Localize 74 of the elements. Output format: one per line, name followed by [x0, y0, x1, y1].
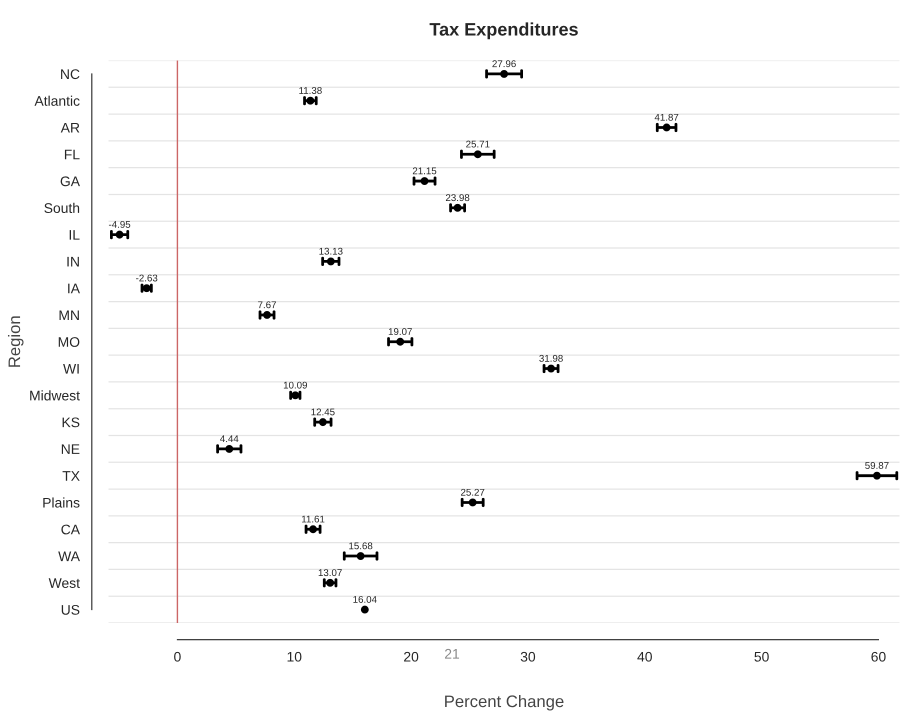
- point: [142, 284, 151, 292]
- data-label: 11.38: [299, 87, 322, 94]
- data-label: 4.44: [220, 435, 238, 442]
- y-tick-label: AR: [60, 122, 80, 133]
- y-tick-label: CA: [61, 524, 80, 534]
- point: [360, 606, 369, 614]
- y-tick-label: South: [44, 202, 80, 214]
- data-label: 27.96: [492, 60, 516, 68]
- point: [500, 70, 508, 78]
- y-tick-label: NC: [61, 69, 80, 80]
- y-tick-label: GA: [60, 176, 80, 186]
- point: [225, 444, 234, 453]
- y-tick-label: IA: [68, 284, 80, 294]
- point: [356, 552, 365, 560]
- point: [547, 364, 556, 372]
- point: [662, 124, 671, 132]
- data-label: 12.45: [311, 408, 335, 416]
- data-label: -4.95: [108, 220, 130, 228]
- y-axis-title: Region: [8, 316, 24, 367]
- point: [454, 204, 462, 212]
- chart-title: Tax Expenditures: [430, 22, 578, 40]
- point: [468, 498, 477, 506]
- point: [318, 418, 327, 426]
- x-tick-label: 50: [754, 652, 769, 662]
- point: [420, 177, 428, 186]
- y-tick-label: IL: [70, 230, 80, 240]
- y-tick-label: MN: [60, 310, 79, 320]
- point: [306, 96, 314, 105]
- y-tick-label: West: [48, 578, 80, 588]
- point: [326, 578, 334, 587]
- data-label: 19.07: [388, 328, 412, 336]
- x-tick-label: 60: [871, 652, 886, 662]
- y-tick-label: WA: [58, 552, 80, 562]
- data-label: 7.67: [258, 301, 276, 308]
- point: [263, 311, 271, 319]
- data-label: 41.87: [654, 114, 678, 121]
- data-label: 11.61: [302, 516, 324, 523]
- y-tick-label: NE: [62, 444, 80, 454]
- x-tick-label: 40: [637, 652, 652, 662]
- data-label: 31.98: [539, 354, 563, 362]
- y-tick-label: TX: [62, 471, 80, 481]
- point: [872, 472, 881, 480]
- x-tick-label: 30: [520, 652, 536, 662]
- data-label: 21.15: [412, 167, 436, 174]
- data-label: 10.09: [284, 382, 308, 389]
- text: 21: [444, 648, 460, 659]
- y-tick-label: US: [62, 604, 80, 615]
- y-tick-label: FL: [64, 150, 80, 160]
- y-tick-label: WI: [63, 364, 79, 374]
- data-label: 23.98: [446, 194, 470, 202]
- y-tick-label: Plains: [43, 497, 80, 508]
- x-tick-label: 10: [288, 652, 302, 662]
- data-label: 25.27: [460, 488, 484, 496]
- data-label: 13.13: [319, 248, 343, 255]
- y-tick-label: KS: [62, 417, 80, 428]
- data-label: 16.04: [353, 596, 377, 603]
- y-tick-label: MO: [58, 337, 80, 347]
- data-label: -2.63: [136, 274, 158, 282]
- y-tick-label: Atlantic: [34, 96, 80, 106]
- data-label: 13.07: [318, 569, 342, 576]
- y-tick-label: IN: [67, 256, 79, 266]
- point: [396, 338, 404, 346]
- point: [326, 257, 335, 266]
- point: [474, 150, 482, 158]
- data-label: 15.68: [349, 542, 372, 550]
- x-tick-label: 0: [174, 652, 181, 662]
- point: [291, 391, 300, 400]
- y-tick-label: Midwest: [30, 390, 80, 400]
- data-label: 25.71: [466, 140, 490, 148]
- point: [116, 230, 124, 239]
- data-label: 59.87: [865, 462, 889, 469]
- x-axis-title: Percent Change: [445, 694, 564, 711]
- x-tick-label: 20: [404, 652, 418, 662]
- point: [309, 525, 318, 534]
